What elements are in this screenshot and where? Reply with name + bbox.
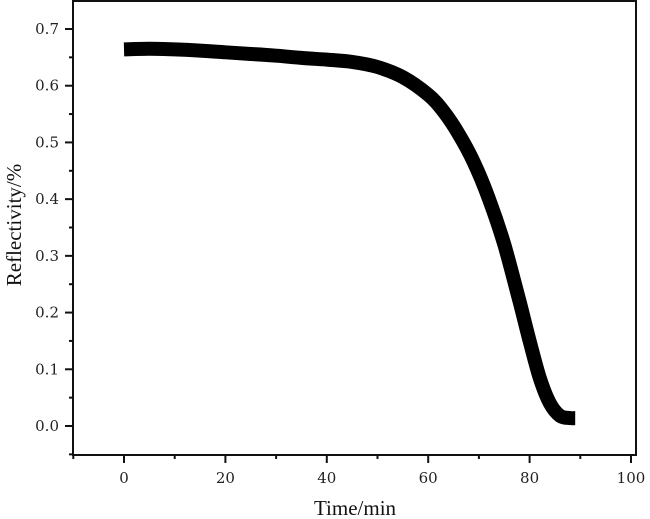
x-tick-label: 60 <box>419 469 438 487</box>
x-tick-label: 100 <box>617 469 646 487</box>
x-tick-label: 80 <box>520 469 539 487</box>
y-tick-label: 0.4 <box>35 190 59 208</box>
x-tick-label: 0 <box>119 469 129 487</box>
y-axis-title: Reflectivity/% <box>2 164 26 286</box>
y-tick-label: 0.0 <box>35 417 59 435</box>
y-tick-label: 0.3 <box>35 247 59 265</box>
y-axis-ticks: 0.0 0.1 0.2 0.3 0.4 0.5 0.6 0.7 <box>35 20 73 456</box>
x-axis-ticks: 0 20 40 60 80 100 <box>72 455 646 487</box>
y-tick-label: 0.2 <box>35 304 59 322</box>
reflectivity-line <box>123 41 578 426</box>
x-axis-title: Time/min <box>314 496 397 519</box>
x-tick-label: 20 <box>216 469 235 487</box>
y-tick-label: 0.5 <box>35 133 59 151</box>
data-series <box>123 41 578 426</box>
y-tick-label: 0.7 <box>35 20 59 38</box>
y-tick-label: 0.1 <box>35 360 59 378</box>
x-tick-label: 40 <box>317 469 336 487</box>
y-tick-label: 0.6 <box>35 77 59 95</box>
